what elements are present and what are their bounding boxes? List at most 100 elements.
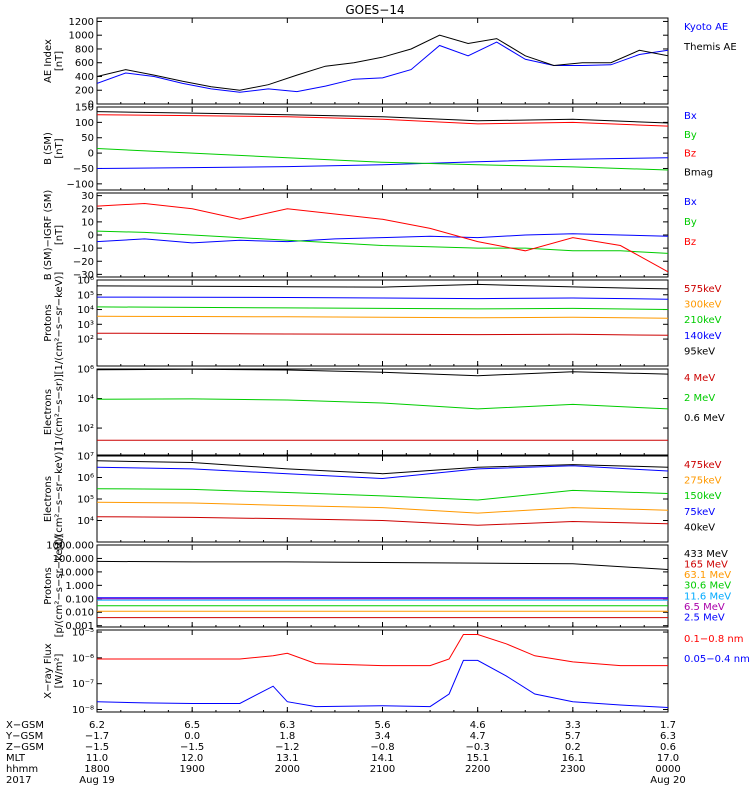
y-tick-label: 10.000 [59,567,94,578]
x-row-value: 2000 [275,764,300,775]
legend-entry: 165 MeV [684,560,728,571]
series-line-electrons_mev-2 [97,369,668,377]
series-line-xray-0 [97,634,668,667]
y-tick-label: 10⁻⁵ [72,628,94,639]
y-tick-label: 1.000 [65,581,94,592]
series-line-b_sm-1 [97,148,668,171]
y-tick-label: 10⁴ [77,516,94,527]
y-tick-label: 100.000 [53,554,94,565]
legend-entry: 150keV [684,491,722,502]
series-line-electrons_kev-1 [97,501,668,514]
y-tick-label: 10² [77,424,94,435]
panel-frame [96,279,669,367]
x-row-value: 1900 [179,764,204,775]
legend-entry: 575keV [684,284,722,295]
x-row-value: 1.7 [660,720,676,731]
legend-entry: Bz [684,149,696,160]
x-row-value: 3.3 [565,720,581,731]
legend-entry: Bx [684,111,697,122]
x-row-value: −0.8 [370,742,394,753]
y-tick-label: 0.010 [65,608,94,619]
y-tick-label: 10⁴ [77,394,94,405]
legend-entry: Themis AE [683,42,737,53]
y-tick-label: 1000 [69,31,94,42]
x-row-label: Y−GSM [5,731,43,742]
y-tick-label: 10 [81,217,94,228]
y-tick-label: 0.001 [65,621,94,632]
x-row-value: 3.4 [375,731,391,742]
series-line-b_igrf-1 [97,230,668,254]
y-tick-label: 30 [81,191,94,202]
legend-entry: 6.5 MeV [684,602,725,613]
y-tick-label: 0.100 [65,594,94,605]
legend-entry: 11.6 MeV [684,591,731,602]
x-row-value: 16.1 [562,753,584,764]
y-tick-label: 0 [88,149,94,160]
x-row-label: MLT [6,753,26,764]
legend-entry: 2 MeV [684,393,715,404]
legend-entry: 300keV [684,300,722,311]
x-row-label: X−GSM [6,720,44,731]
y-tick-label: 10⁶ [77,365,94,376]
series-line-xray-1 [97,659,668,708]
panel-frame [96,192,669,278]
series-line-ae-1 [97,34,668,91]
x-row-value: 5.6 [375,720,391,731]
panel-frame [96,17,669,105]
y-axis-label: B (SM) [43,132,54,165]
x-row-value: −0.3 [466,742,490,753]
x-row-value: 14.1 [371,753,393,764]
y-axis-label: B (SM)−IGRF (SM) [43,190,54,281]
series-line-electrons_kev-0 [97,516,668,526]
series-line-b_sm-3 [97,111,668,124]
x-row-value: 0000 [655,764,680,775]
y-tick-label: 0 [88,100,94,111]
panel-protons_kev: 10² 10³ 10⁴ 10⁵ 10⁶ Protons [1/(cm²−s−sr−keV)]… [43,272,722,375]
legend-entry: 2.5 MeV [684,612,725,623]
series-line-electrons_kev-2 [97,488,668,501]
y-tick-label: 800 [75,44,94,55]
legend-entry: 433 MeV [684,549,728,560]
x-row-value: 0.2 [565,742,581,753]
y-tick-label: 10⁵ [77,290,94,301]
x-row-value: 2300 [560,764,585,775]
y-tick-label: 150 [75,103,94,114]
legend-entry: 30.6 MeV [684,581,731,592]
x-row-value: 0.0 [184,731,200,742]
y-tick-label: 200 [75,86,94,97]
x-row-value: 17.0 [657,753,679,764]
legend-entry: Bx [684,197,697,208]
y-tick-label: 10⁻⁷ [72,679,94,690]
y-axis-label: Protons [43,304,54,341]
legend-entry: 95keV [684,346,715,357]
panel-b_sm: −100 −50 0 50 100 150 B (SM) [nT] Bx By Bz Bmag [43,103,713,191]
y-axis-label: X−ray Flux [43,643,54,698]
legend-entry: 4 MeV [684,373,715,384]
x-row-value: 6.3 [279,720,295,731]
panel-protons_mev: 0.001 0.010 0.100 1.000 10.000 100.000 1000.00… [43,535,731,638]
y-tick-label: 20 [81,204,94,215]
panel-electrons_kev: 10⁴ 10⁵ 10⁶ 10⁷ Electrons [1/(cm²−s−sr−keV)] 4… [43,448,722,551]
legend-entry: 0.05−0.4 nm [684,654,750,665]
series-line-protons_kev-0 [97,332,668,336]
y-axis-label: [nT] [54,225,65,245]
y-tick-label: 10³ [77,320,94,331]
y-axis-label: AE Index [43,39,54,83]
x-row-value: −1.5 [180,742,204,753]
y-axis-label: [W/m²] [54,653,65,688]
legend-entry: 63.1 MeV [684,570,731,581]
y-tick-label: 600 [75,58,94,69]
y-tick-label: −10 [73,244,94,255]
x-row-value: 6.2 [89,720,105,731]
x-row-value: 4.6 [470,720,486,731]
y-axis-label: [1/(cm²−s−sr)] [54,374,65,450]
x-row-value: −1.2 [275,742,299,753]
series-line-b_igrf-0 [97,233,668,244]
series-line-electrons_mev-1 [97,398,668,410]
y-axis-label: [1/(cm²−s−sr−keV)] [54,272,65,375]
x-row-value: 6.5 [184,720,200,731]
x-row-value: Aug 19 [79,775,114,786]
y-tick-label: −50 [73,164,94,175]
x-row-value: Aug 20 [650,775,685,786]
legend-entry: 40keV [684,522,715,533]
